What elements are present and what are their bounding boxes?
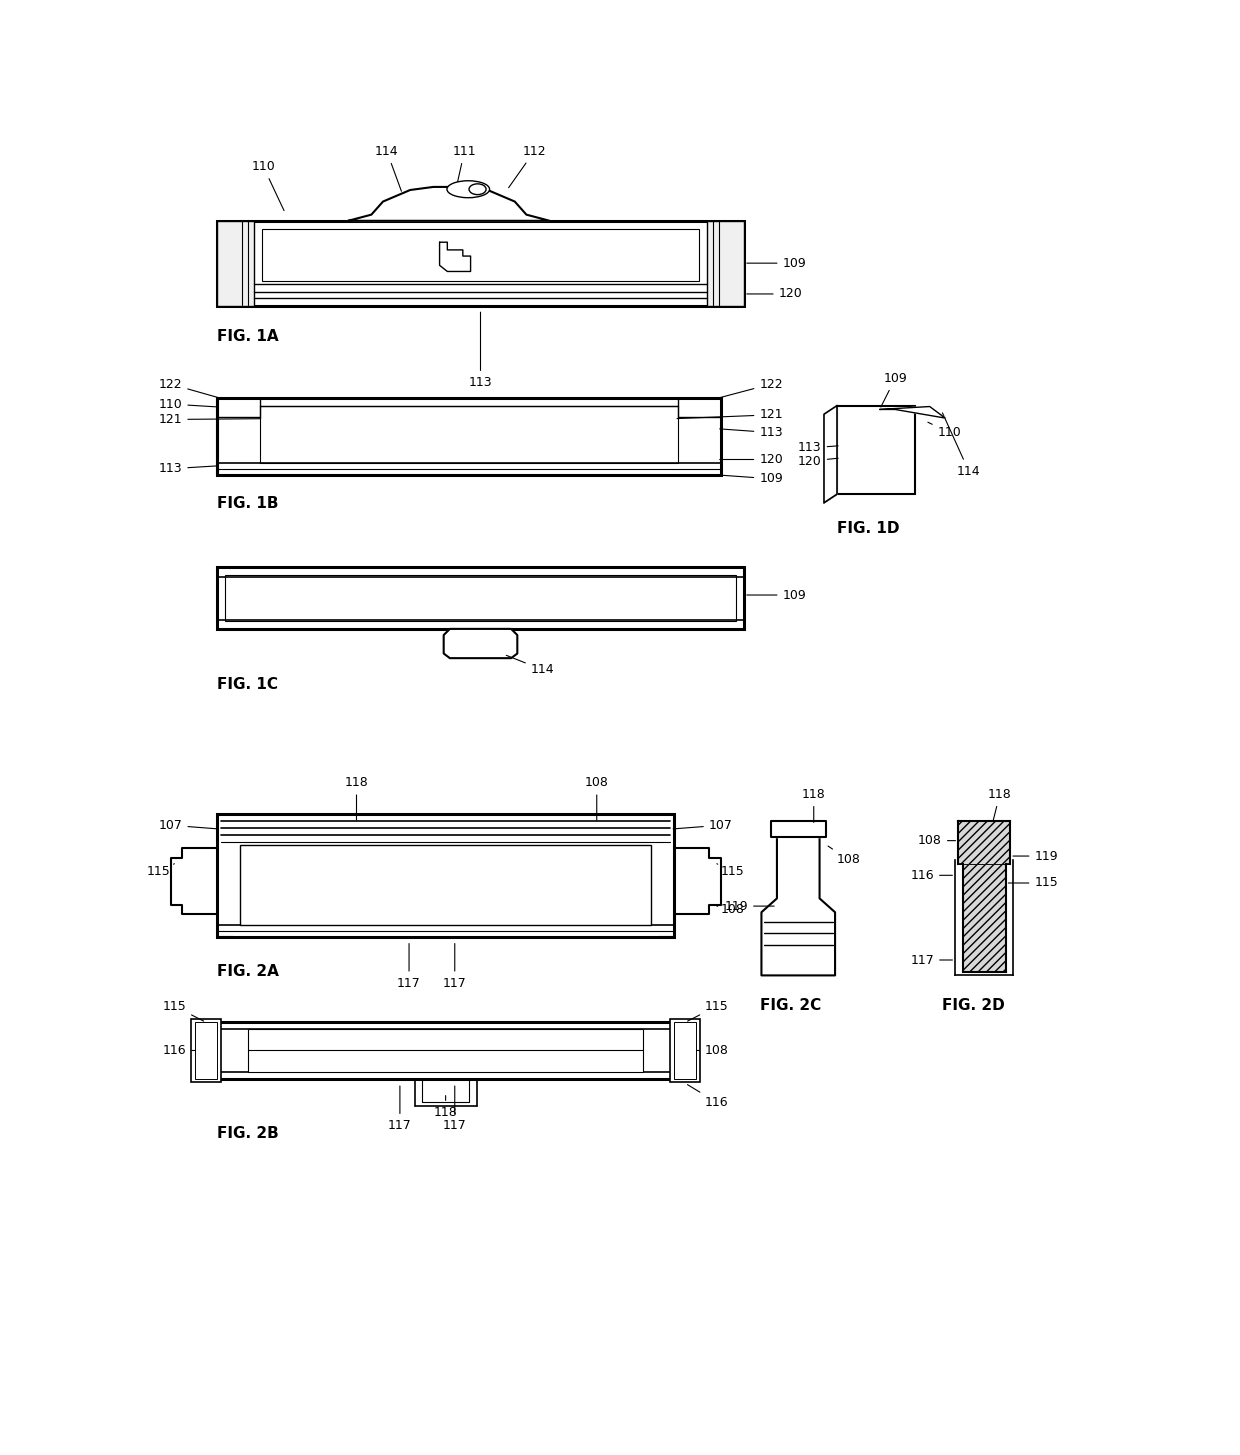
Text: FIG. 1A: FIG. 1A xyxy=(217,329,279,343)
Bar xyxy=(262,228,699,281)
Text: 108: 108 xyxy=(717,904,744,917)
Bar xyxy=(217,397,720,474)
Text: 113: 113 xyxy=(469,313,492,388)
Bar xyxy=(196,1023,217,1078)
Text: FIG. 2D: FIG. 2D xyxy=(941,998,1004,1014)
Text: 108: 108 xyxy=(918,834,956,847)
Text: 119: 119 xyxy=(1013,850,1058,863)
Text: 109: 109 xyxy=(746,256,806,269)
Text: 121: 121 xyxy=(677,409,782,422)
Text: 114: 114 xyxy=(942,413,981,477)
Text: 107: 107 xyxy=(673,819,733,832)
Polygon shape xyxy=(823,406,837,503)
Text: 115: 115 xyxy=(148,864,175,877)
Bar xyxy=(259,406,678,463)
Text: 110: 110 xyxy=(159,397,218,410)
Bar xyxy=(707,221,744,306)
Text: 110: 110 xyxy=(252,160,284,211)
Bar xyxy=(837,406,915,495)
Text: 120: 120 xyxy=(746,288,802,300)
Bar xyxy=(217,813,675,937)
Text: 121: 121 xyxy=(159,413,260,426)
Text: 111: 111 xyxy=(453,146,476,183)
Polygon shape xyxy=(879,406,945,418)
Text: 117: 117 xyxy=(388,1085,412,1132)
Text: 109: 109 xyxy=(719,473,782,486)
Text: 117: 117 xyxy=(397,943,420,989)
Ellipse shape xyxy=(446,180,490,198)
Text: 108: 108 xyxy=(681,1045,729,1056)
Bar xyxy=(191,1018,221,1083)
Text: 112: 112 xyxy=(508,146,546,188)
Text: 118: 118 xyxy=(988,789,1012,822)
Polygon shape xyxy=(444,629,517,658)
Text: 113: 113 xyxy=(799,441,838,454)
Text: 120: 120 xyxy=(799,454,838,467)
Text: FIG. 1D: FIG. 1D xyxy=(837,521,899,535)
Text: 113: 113 xyxy=(719,426,782,439)
Text: 109: 109 xyxy=(746,588,806,601)
Text: 117: 117 xyxy=(910,953,952,966)
Text: 119: 119 xyxy=(724,899,774,912)
Polygon shape xyxy=(761,837,835,975)
Polygon shape xyxy=(771,822,826,837)
Bar xyxy=(224,575,737,621)
Text: 115: 115 xyxy=(162,1000,203,1021)
Text: 110: 110 xyxy=(928,422,961,439)
Text: 116: 116 xyxy=(910,869,952,882)
Bar xyxy=(217,567,744,629)
Text: FIG. 2C: FIG. 2C xyxy=(759,998,821,1014)
Text: 115: 115 xyxy=(687,1000,729,1021)
Text: 122: 122 xyxy=(159,377,222,399)
Text: FIG. 1C: FIG. 1C xyxy=(217,678,278,693)
Ellipse shape xyxy=(469,183,486,195)
Text: 118: 118 xyxy=(802,789,826,822)
Text: 114: 114 xyxy=(506,655,554,677)
Bar xyxy=(217,1021,675,1080)
Text: 108: 108 xyxy=(585,777,609,821)
Bar xyxy=(959,822,1011,864)
Bar xyxy=(217,221,744,306)
Text: 117: 117 xyxy=(443,943,466,989)
Text: 113: 113 xyxy=(159,463,218,476)
Text: 108: 108 xyxy=(828,845,861,866)
Text: 118: 118 xyxy=(345,777,368,821)
Text: 116: 116 xyxy=(687,1084,729,1109)
Bar xyxy=(671,1018,699,1083)
Text: 117: 117 xyxy=(443,1085,466,1132)
Bar xyxy=(675,1023,696,1078)
Text: 109: 109 xyxy=(880,372,906,407)
Text: 107: 107 xyxy=(159,819,218,832)
Text: 115: 115 xyxy=(717,864,744,877)
Text: 115: 115 xyxy=(1008,876,1058,889)
Polygon shape xyxy=(348,186,549,221)
Bar xyxy=(963,864,1006,972)
Bar xyxy=(248,1029,644,1072)
Text: FIG. 2A: FIG. 2A xyxy=(217,963,279,979)
Text: FIG. 1B: FIG. 1B xyxy=(217,496,279,512)
Bar xyxy=(241,844,651,925)
Bar xyxy=(217,221,254,306)
Text: 116: 116 xyxy=(162,1045,203,1056)
Polygon shape xyxy=(439,242,471,272)
Text: 120: 120 xyxy=(719,453,782,466)
Text: FIG. 2B: FIG. 2B xyxy=(217,1126,279,1141)
Text: 114: 114 xyxy=(374,146,402,191)
Text: 118: 118 xyxy=(434,1096,458,1119)
Text: 122: 122 xyxy=(715,377,782,399)
